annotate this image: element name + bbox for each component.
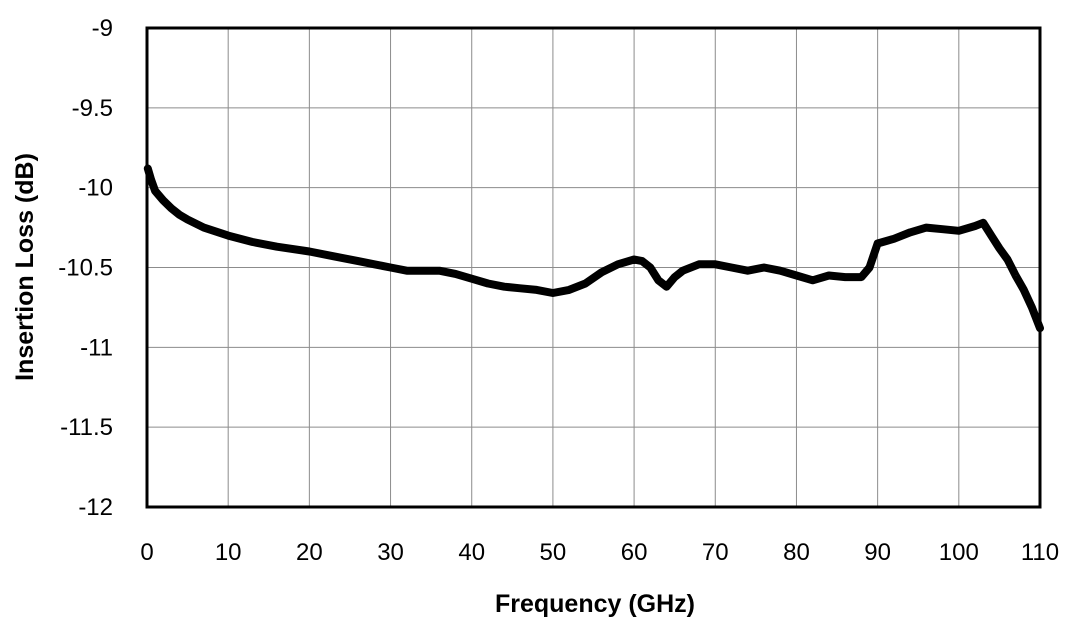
- y-tick-label: -9.5: [72, 95, 113, 122]
- y-axis-title: Insertion Loss (dB): [11, 153, 39, 381]
- chart-series: [143, 164, 1044, 333]
- x-axis-title: Frequency (GHz): [495, 590, 695, 618]
- y-tick-label: -9: [92, 15, 113, 42]
- x-axis-ticks: 0 10 20 30 40 50 60 70 80 90 100 110: [140, 539, 1059, 566]
- plot-area-frame: [145, 26, 1042, 509]
- x-tick-label: 100: [939, 539, 979, 566]
- insertion-loss-series-line: [143, 164, 1044, 333]
- chart-grid: [146, 27, 1041, 508]
- x-tick-label: 30: [377, 539, 404, 566]
- y-tick-label: -10.5: [58, 255, 113, 282]
- x-tick-label: 110: [1021, 539, 1059, 566]
- y-tick-label: -12: [78, 494, 113, 521]
- x-tick-label: 20: [296, 539, 323, 566]
- x-tick-label: 70: [702, 539, 729, 566]
- y-tick-label: -10: [78, 175, 113, 202]
- x-tick-label: 40: [458, 539, 485, 566]
- x-tick-label: 80: [783, 539, 810, 566]
- x-tick-label: 60: [621, 539, 648, 566]
- x-tick-label: 50: [540, 539, 567, 566]
- x-tick-label: 0: [140, 539, 153, 566]
- y-tick-label: -11.5: [60, 414, 113, 441]
- y-tick-label: -11: [80, 334, 113, 361]
- x-tick-label: 10: [215, 539, 242, 566]
- x-tick-label: 90: [864, 539, 891, 566]
- y-axis-ticks: -9 -9.5 -10 -10.5 -11 -11.5 -12: [58, 15, 113, 521]
